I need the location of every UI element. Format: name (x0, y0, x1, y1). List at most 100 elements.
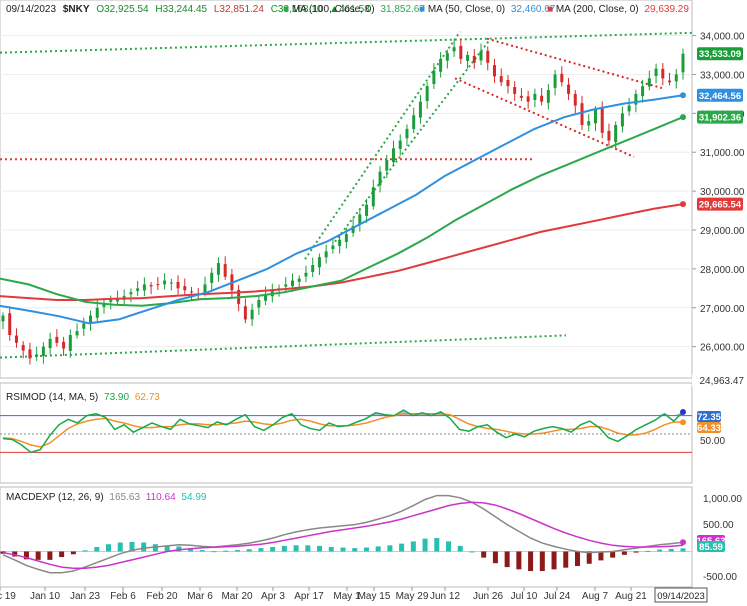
macd-histogram-bar (223, 550, 229, 552)
macd-histogram-bar (188, 548, 194, 552)
macd-histogram-bar (574, 551, 580, 566)
macd-histogram-bar (375, 546, 381, 552)
ma200-line (0, 203, 684, 301)
candle-body (519, 95, 523, 98)
ma-end-dot (680, 92, 686, 99)
candle-body (109, 300, 113, 302)
macd-badges: 165.63 85.59 (696, 535, 726, 553)
candle-body (216, 263, 220, 275)
x-tick-label: May 29 (396, 591, 429, 602)
x-tick-label: Mar 20 (221, 591, 253, 602)
candle-body (479, 51, 483, 61)
candle-body (654, 68, 658, 77)
candle-body (344, 233, 348, 242)
candle-body (358, 214, 362, 225)
header-high: H33,244.45 (155, 4, 207, 15)
candle-body (243, 306, 247, 320)
header-change: ▲461.58 (329, 4, 370, 15)
macd-histogram-bar (106, 544, 112, 552)
candle-body (1, 315, 5, 322)
candle-body (580, 103, 584, 125)
candle-body (466, 55, 470, 61)
candle-body (371, 187, 375, 207)
candle-body (89, 315, 93, 324)
macd-histogram-bar (199, 550, 205, 552)
rsi-ma-value: 62.73 (135, 392, 160, 403)
candle-body (250, 309, 254, 320)
candle-body (190, 291, 194, 293)
price-axis: 26,000.00 27,000.00 28,000.00 29,000.00 30,0… (692, 32, 745, 354)
macd-tick-500: 500.00 (703, 520, 734, 531)
candle-body (412, 115, 416, 129)
rsi-legend: RSIMOD (14, MA, 5) 73.90 62.73 (6, 392, 160, 403)
candle-body (55, 336, 59, 343)
macd-histogram-bar (305, 545, 311, 552)
price-tick-label: 27,000.00 (700, 304, 745, 315)
candle-body (567, 84, 571, 94)
rsi-badge-1: 72.35 (697, 412, 721, 423)
candle-body (600, 108, 604, 133)
macd-histogram-bar (117, 542, 123, 552)
macd-histogram-bar (281, 545, 287, 552)
macd-histogram-bar (23, 551, 29, 560)
candle-body (647, 78, 651, 87)
rsi-value: 73.90 (104, 392, 129, 403)
macd-histogram-bar (293, 545, 299, 552)
macd-signal-line (2, 501, 684, 569)
rsi-label: RSIMOD (14, MA, 5) (6, 392, 98, 403)
macd-histogram-bar (539, 551, 545, 572)
candle-body (573, 93, 577, 106)
ma50-label: MA (50, Close, 0) (428, 4, 505, 15)
macd-histogram-bar (621, 551, 627, 555)
macd-histogram-bar (211, 551, 217, 553)
macd-hist-value: 54.99 (181, 492, 206, 503)
macd-histogram-bar (176, 546, 182, 552)
x-tick-label: Jan 23 (70, 591, 100, 602)
candle-body (264, 294, 268, 301)
lower-price-badge: 24,963.47 (692, 374, 747, 387)
macd-histogram-bar (598, 551, 604, 561)
candle-body (459, 45, 463, 59)
price-tick-label: 33,000.00 (700, 70, 745, 81)
candle-body (284, 284, 288, 287)
candle-body (681, 53, 685, 73)
candle-body (21, 344, 25, 351)
candle-body (499, 76, 503, 83)
macd-histogram-bar (680, 548, 686, 552)
macd-histogram-bar (363, 547, 369, 552)
macd-histogram-bar (82, 550, 88, 552)
candle-body (351, 226, 355, 233)
x-tick-label: Aug 7 (582, 591, 609, 602)
header-line: 09/14/2023 $NKY O32,925.54 H33,244.45 L3… (6, 4, 370, 15)
candle-body (28, 349, 32, 359)
macd-histogram-bar (328, 547, 334, 552)
x-tick-label: Feb 20 (146, 591, 178, 602)
ma100-line (0, 116, 684, 307)
x-tick-label: Apr 3 (261, 591, 285, 602)
candle-body (304, 272, 308, 277)
candle-body (553, 74, 557, 88)
candle-body (223, 264, 227, 277)
candle-body (311, 265, 315, 273)
candle-body (35, 354, 39, 357)
candle-body (8, 313, 12, 335)
price-tick-label: 30,000.00 (700, 187, 745, 198)
candle-body (546, 90, 550, 103)
candle-body (317, 257, 321, 268)
macd-value: 165.63 (109, 492, 140, 503)
macd-histogram-bar (563, 551, 569, 568)
macd-histogram-bar (47, 551, 53, 560)
candle-body (533, 93, 537, 101)
ma-end-dot (680, 201, 686, 208)
rsi-panel (0, 382, 693, 484)
macd-histogram-bar (152, 544, 158, 552)
last-price-badge: 33,533.09 (699, 49, 741, 60)
ma200-badge: 29,665.54 (699, 200, 742, 211)
candle-body (452, 47, 456, 52)
rsi-badge-1-bg (697, 411, 721, 422)
macd-histogram-bar (234, 550, 240, 552)
candle-body (587, 121, 591, 126)
last-price-badge-bg (697, 47, 743, 61)
candle-body (432, 70, 436, 84)
candle-body (82, 323, 86, 329)
